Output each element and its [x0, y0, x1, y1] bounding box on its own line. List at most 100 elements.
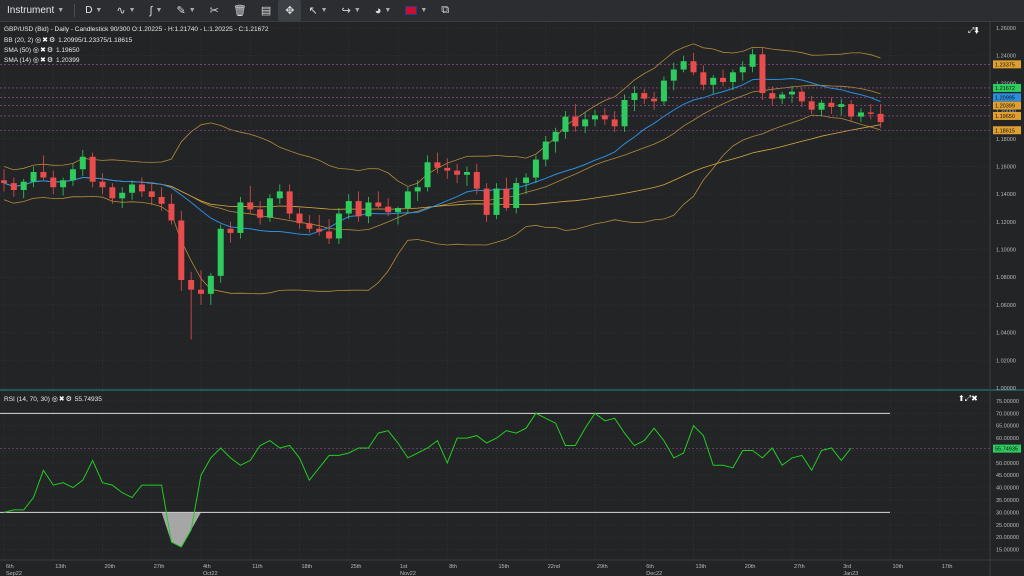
trash-button[interactable]: 🗑: [226, 0, 254, 21]
candle-body: [483, 188, 490, 215]
language-menu[interactable]: ▼: [398, 0, 434, 21]
time-tick-label: 4th: [203, 564, 211, 570]
candle-body: [266, 198, 273, 218]
candle-body: [779, 94, 786, 99]
candle-body: [335, 213, 342, 239]
rsi-tick-label: 35.00000: [996, 498, 1019, 504]
candle-body: [532, 159, 539, 178]
candle-body: [542, 141, 549, 160]
external-window-icon: ⧉: [441, 4, 450, 16]
candle-body: [621, 100, 628, 127]
timeframe-menu[interactable]: D ▼: [78, 0, 109, 21]
close-icon: ✖: [971, 394, 978, 403]
study-controls-icon[interactable]: ◎✖⚙: [51, 396, 73, 403]
candle-body: [10, 183, 17, 190]
price-tick-label: 1.14000: [996, 192, 1016, 198]
time-tick-label: 6th: [6, 564, 14, 570]
legend-rsi: RSI (14, 70, 30) ◎✖⚙ 55.74935: [4, 395, 102, 403]
studies-menu[interactable]: ∫ ▼: [143, 0, 170, 21]
time-tick-label: 8th: [449, 564, 457, 570]
legend-sma14: SMA (14) ◎✖⚙ 1.20399: [4, 56, 79, 64]
candle-body: [404, 191, 411, 208]
crosshair-icon: ✥: [285, 5, 295, 17]
candle-body: [582, 119, 589, 127]
study-controls-icon[interactable]: ◎✖⚙: [32, 47, 55, 54]
candle-body: [20, 181, 27, 190]
time-tick-label: 13th: [55, 564, 66, 570]
cursor-menu[interactable]: ↖ ▼: [301, 0, 334, 21]
price-tick-label: 1.02000: [996, 358, 1016, 364]
main-legend-title: GBP/USD (Bid) - Daily - Candlestick 90/3…: [4, 26, 269, 33]
price-tick-label: 1.18000: [996, 137, 1016, 143]
toolbar-divider: [74, 4, 76, 17]
legend-title: GBP/USD (Bid) - Daily - Candlestick: [4, 26, 109, 33]
sma50-label: SMA (50): [4, 47, 32, 54]
chevron-down-icon: ▼: [57, 7, 65, 14]
time-tick-month: Sep22: [6, 571, 22, 576]
chevron-down-icon: ▼: [128, 7, 136, 14]
price-badge: [993, 93, 1021, 102]
sma50-value: 1.19650: [55, 47, 80, 54]
share-menu[interactable]: ↪ ▼: [335, 0, 368, 21]
chevron-down-icon: ▼: [95, 7, 103, 14]
candle-body: [345, 201, 352, 214]
price-tick-label: 1.04000: [996, 331, 1016, 337]
rsi-tick-label: 70.00000: [996, 411, 1019, 417]
time-tick-label: 3rd: [843, 564, 851, 570]
study-controls-icon[interactable]: ◎✖⚙: [32, 57, 55, 64]
candle-body: [631, 93, 638, 100]
time-tick-label: 6th: [646, 564, 654, 570]
rsi-label: RSI (14, 70, 30): [4, 396, 50, 403]
time-tick-label: 18th: [302, 564, 313, 570]
candle-body: [414, 187, 421, 192]
candle-body: [710, 77, 717, 85]
maximize-panel-button[interactable]: ⤢⬇: [968, 26, 979, 36]
candle-body: [572, 116, 579, 127]
legend-sma50: SMA (50) ◎✖⚙ 1.19650: [4, 46, 79, 54]
price-tick-label: 1.00000: [996, 386, 1016, 392]
candle-body: [109, 187, 116, 199]
theme-menu[interactable]: ◕ ▼: [368, 0, 399, 21]
candle-body: [759, 54, 766, 94]
rsi-panel-controls[interactable]: ⬆⤢✖: [958, 394, 978, 404]
candle-body: [306, 223, 313, 229]
candle-body: [148, 191, 155, 197]
candle-body: [670, 69, 677, 81]
study-controls-icon[interactable]: ◎✖⚙: [35, 37, 57, 44]
rsi-tick-label: 40.00000: [996, 486, 1019, 492]
crosshair-button[interactable]: ✥: [278, 0, 302, 21]
candle-body: [30, 172, 37, 182]
expand-icon: ⤢⬇: [968, 26, 980, 35]
popout-button[interactable]: ⧉: [434, 0, 456, 21]
candle-body: [50, 177, 57, 188]
price-tick-label: 1.12000: [996, 220, 1016, 226]
candle-body: [818, 102, 825, 110]
candle-body: [227, 228, 234, 233]
drawing-tools-menu[interactable]: ✎ ▼: [169, 0, 202, 21]
expand-icon: ⤢: [964, 394, 972, 403]
time-tick-label: 1st: [400, 564, 408, 570]
candle-body: [89, 156, 96, 182]
candle-body: [1, 180, 7, 184]
time-tick-month: Dec22: [646, 571, 662, 576]
candle-body: [473, 172, 480, 189]
bb-values: 1.20995/1.23375/1.18615: [58, 37, 133, 44]
price-badge: [993, 126, 1021, 135]
chevron-down-icon: ▼: [188, 7, 196, 14]
scissors-button[interactable]: ✂: [203, 0, 226, 21]
price-tick-label: 1.16000: [996, 164, 1016, 170]
time-tick-label: 13th: [696, 564, 707, 570]
trash-icon: 🗑: [232, 5, 247, 17]
candle-body: [552, 131, 559, 142]
candle-body: [592, 115, 598, 120]
rsi-badge: [993, 444, 1021, 453]
candle-body: [217, 228, 224, 276]
candle-body: [99, 181, 106, 188]
chart-canvas[interactable]: 1.260001.240001.220001.200001.180001.160…: [0, 22, 1024, 576]
chart-type-menu[interactable]: ∿ ▼: [109, 0, 142, 21]
layout-button[interactable]: ▤: [254, 0, 278, 21]
instrument-menu[interactable]: Instrument ▼: [0, 0, 71, 21]
candle-body: [286, 191, 293, 214]
rsi-line: [3, 412, 852, 548]
candle-body: [651, 98, 658, 102]
